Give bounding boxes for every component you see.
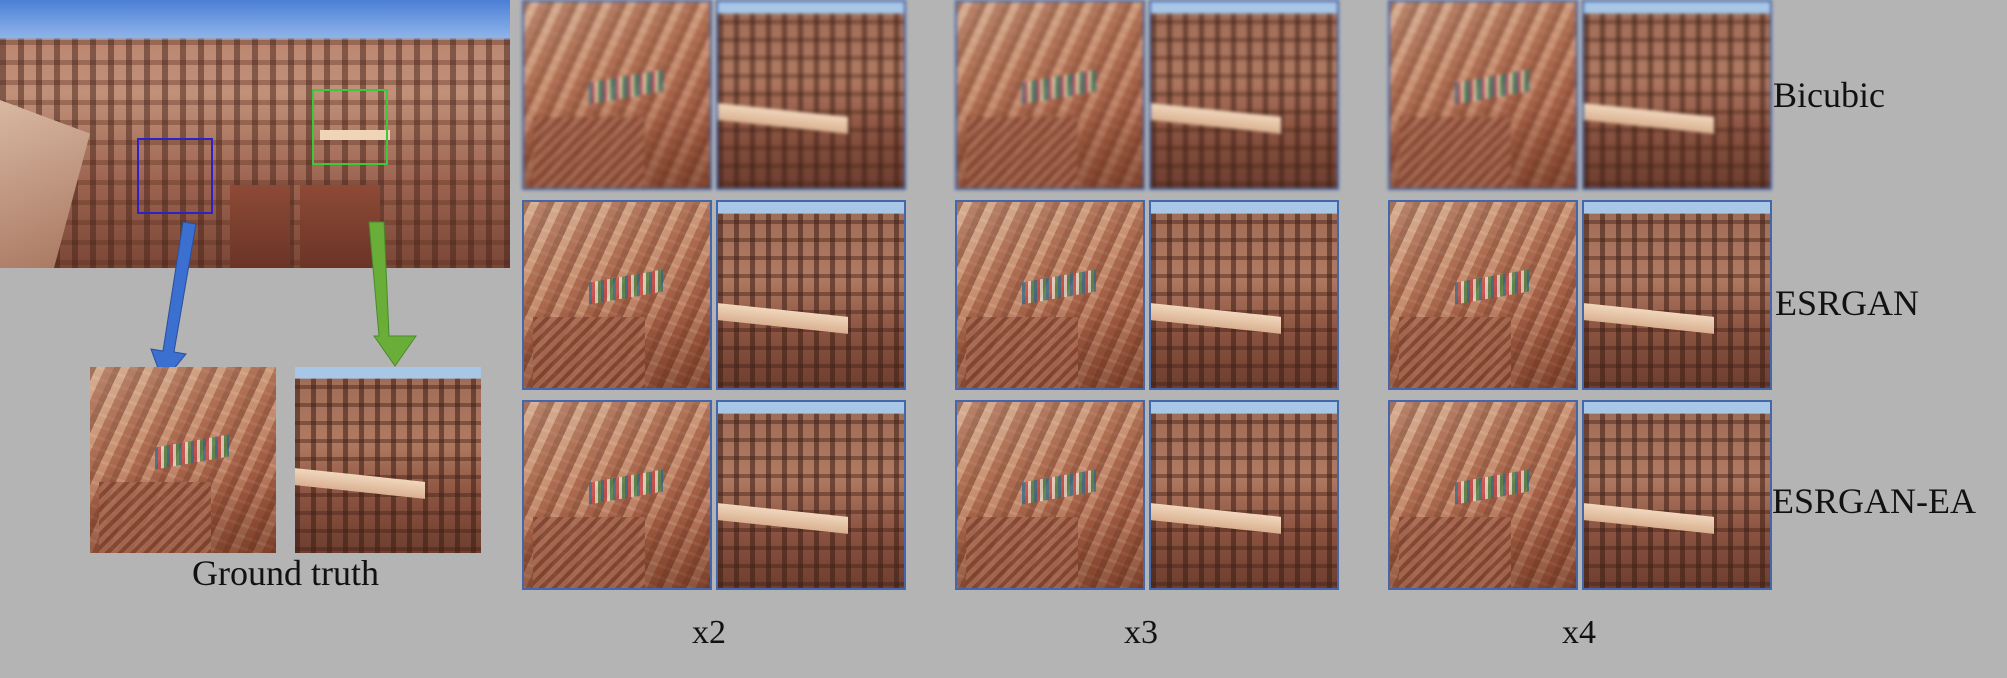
crop-esrgan-ea-x3-right xyxy=(1149,400,1339,590)
crop-esrgan-x4-right xyxy=(1582,200,1772,390)
crop-esrgan-x3-right xyxy=(1149,200,1339,390)
crop-esrgan-x3-left xyxy=(955,200,1145,390)
crop-bicubic-x2-left xyxy=(522,0,712,190)
crop-bicubic-x3-right xyxy=(1149,0,1339,190)
row-label-bicubic: Bicubic xyxy=(1773,75,1885,115)
crop-esrgan-ea-x2-right xyxy=(716,400,906,590)
crop-esrgan-x2-right xyxy=(716,200,906,390)
green-crop-box xyxy=(312,89,388,165)
crop-bicubic-x3-left xyxy=(955,0,1145,190)
ground-truth-crop-right xyxy=(295,367,481,553)
scale-label-x3: x3 xyxy=(1124,614,1158,651)
crop-bicubic-x4-left xyxy=(1388,0,1578,190)
scale-label-x2: x2 xyxy=(692,614,726,651)
blue-crop-box xyxy=(137,138,213,214)
crop-esrgan-ea-x4-left xyxy=(1388,400,1578,590)
ground-truth-label: Ground truth xyxy=(192,553,379,593)
crop-esrgan-x2-left xyxy=(522,200,712,390)
row-label-esrgan-ea: ESRGAN-EA xyxy=(1772,481,1976,521)
ground-truth-crop-left xyxy=(90,367,276,553)
scale-label-x4: x4 xyxy=(1562,614,1596,651)
row-label-esrgan: ESRGAN xyxy=(1775,283,1920,323)
green-arrow xyxy=(368,221,417,367)
crop-esrgan-x4-left xyxy=(1388,200,1578,390)
crop-esrgan-ea-x4-right xyxy=(1582,400,1772,590)
blue-arrow xyxy=(150,221,197,383)
crop-bicubic-x4-right xyxy=(1582,0,1772,190)
arena-pillar xyxy=(230,185,290,268)
crop-esrgan-ea-x2-left xyxy=(522,400,712,590)
arena-pillar xyxy=(300,185,380,268)
overview-photo xyxy=(0,0,510,268)
crop-esrgan-ea-x3-left xyxy=(955,400,1145,590)
crop-bicubic-x2-right xyxy=(716,0,906,190)
arena-deck xyxy=(320,130,390,140)
